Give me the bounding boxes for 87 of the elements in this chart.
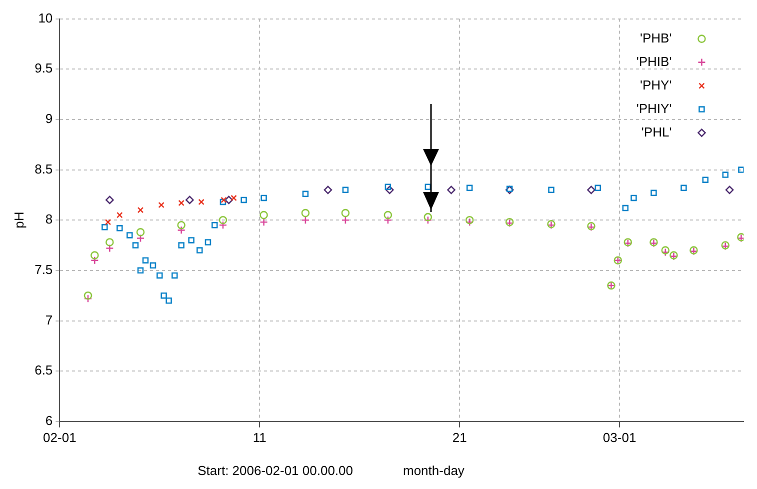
point: [172, 272, 178, 279]
point: [177, 220, 186, 230]
point: [84, 294, 92, 303]
x-tick-label: 11: [252, 430, 266, 445]
y-tick-label: 7: [45, 312, 53, 328]
point: [384, 210, 392, 220]
point: [218, 216, 228, 224]
point: [137, 267, 144, 274]
legend-label: 'PHY': [640, 77, 672, 92]
point: [230, 194, 237, 202]
point: [224, 196, 233, 204]
point: [384, 216, 392, 224]
point: [548, 186, 554, 194]
point: [90, 251, 99, 260]
point: [341, 208, 350, 218]
legend-label: 'PHIY': [636, 100, 672, 116]
text: Start: 2006-02-01 00.00.00: [198, 463, 353, 478]
point: [126, 232, 133, 238]
point: [106, 196, 114, 204]
point: [587, 186, 596, 194]
point: [156, 272, 163, 279]
point: [158, 202, 164, 208]
x-tick-label: 02-01: [43, 430, 76, 445]
point: [447, 186, 456, 194]
point: [384, 184, 392, 190]
point: [212, 222, 218, 228]
point: [218, 220, 228, 230]
point: [342, 186, 349, 194]
point: [240, 196, 247, 204]
x-tick-label: 21: [452, 430, 467, 445]
point: [301, 208, 310, 218]
point: [106, 244, 114, 252]
point: [702, 176, 708, 183]
y-tick-label: 6: [45, 412, 53, 428]
point: [137, 206, 144, 214]
point: [196, 247, 203, 254]
point: [188, 237, 194, 244]
point: [116, 212, 123, 218]
point: [324, 186, 332, 194]
point: [722, 172, 728, 178]
x-axis-title: month-day: [403, 463, 465, 478]
legend-label: 'PHL': [641, 124, 672, 140]
point: [302, 190, 309, 198]
y-tick-label: 9.5: [34, 60, 53, 76]
point: [106, 238, 114, 246]
point: [166, 297, 172, 304]
y-tick-label: 8: [45, 212, 53, 227]
point: [630, 194, 637, 202]
point: [185, 196, 194, 204]
y-tick-label: 8.5: [34, 161, 53, 176]
point: [116, 225, 123, 232]
point: [104, 218, 112, 226]
y-tick-label: 10: [38, 10, 53, 26]
point: [90, 256, 99, 265]
point: [84, 291, 92, 300]
point: [650, 190, 657, 196]
point: [424, 184, 432, 190]
point: [260, 194, 267, 202]
point: [466, 184, 473, 192]
point: [178, 200, 184, 206]
point: [594, 184, 602, 192]
point: [178, 242, 184, 248]
y-axis-title: pH: [11, 212, 26, 228]
legend-label: 'PHB': [640, 30, 672, 46]
point: [150, 262, 156, 269]
y-tick-label: 7.5: [34, 262, 53, 278]
point: [424, 212, 432, 222]
point: [198, 198, 204, 206]
point: [680, 184, 687, 192]
point: [725, 186, 734, 194]
point: [204, 239, 212, 246]
point: [136, 234, 145, 242]
point: [142, 257, 149, 264]
point: [177, 226, 186, 234]
point: [102, 224, 108, 230]
point: [160, 292, 167, 299]
point: [136, 228, 145, 236]
y-tick-label: 6.5: [34, 362, 53, 378]
point: [738, 166, 744, 173]
x-tick-label: 03-01: [602, 430, 636, 445]
point: [385, 186, 394, 194]
legend-label: 'PHIB': [636, 54, 672, 69]
y-tick-label: 9: [45, 111, 53, 126]
point: [622, 204, 629, 212]
point: [260, 210, 268, 220]
point: [132, 242, 139, 248]
point: [424, 216, 432, 224]
